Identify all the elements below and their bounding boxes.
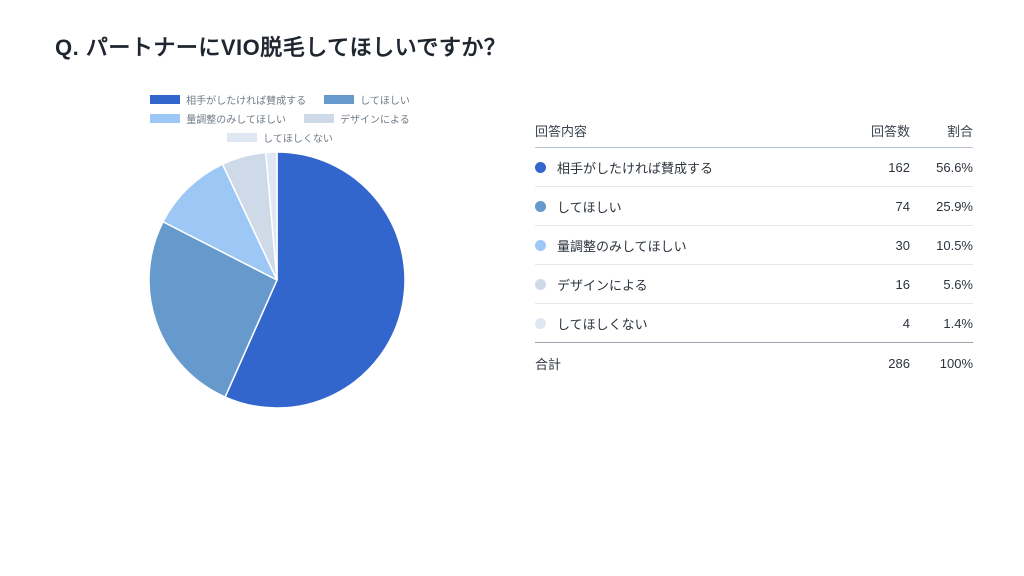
table-header-row: 回答内容 回答数 割合	[535, 113, 973, 148]
page-title: Q. パートナーにVIO脱毛してほしいですか？	[55, 35, 507, 60]
row-label: 相手がしたければ賛成する	[557, 160, 714, 176]
legend-swatch-icon	[227, 133, 258, 142]
row-count: 74	[895, 198, 910, 214]
legend-label: 相手がしたければ賛成する	[186, 96, 307, 107]
row-percent: 56.6%	[936, 159, 973, 175]
legend-item-0: 相手がしたければ賛成する	[150, 92, 306, 107]
category-color-dot-icon	[535, 317, 546, 329]
row-label-cell: 相手がしたければ賛成する	[535, 158, 840, 177]
pie-chart	[146, 149, 408, 411]
legend-label: してほしい	[360, 96, 410, 107]
row-label: 量調整のみしてほしい	[557, 238, 687, 254]
table-row: してほしくない 4 1.4%	[535, 304, 973, 343]
row-label-cell: してほしい	[535, 197, 840, 216]
header-percentage: 割合	[946, 123, 973, 139]
pie-legend: 相手がしたければ賛成する してほしい量調整のみしてほしい デザインによる してほしくな…	[130, 92, 430, 145]
pie-slice-4	[265, 151, 278, 281]
legend-swatch-icon	[150, 95, 181, 104]
row-label: デザインによる	[557, 277, 648, 293]
row-label: してほしくない	[557, 316, 648, 332]
total-percent: 100%	[939, 356, 973, 371]
pie-chart-svg	[148, 151, 406, 409]
row-count: 4	[902, 315, 910, 331]
row-count: 162	[888, 159, 910, 175]
legend-swatch-icon	[304, 114, 334, 123]
row-percent: 5.6%	[943, 276, 973, 292]
table-row: デザインによる 16 5.6%	[535, 265, 973, 304]
total-count: 286	[888, 356, 910, 371]
pie-slice-2	[162, 163, 278, 281]
row-count: 30	[895, 237, 910, 253]
legend-item-3: デザインによる	[304, 111, 410, 126]
legend-label: デザインによる	[340, 115, 410, 126]
row-label-cell: デザインによる	[535, 275, 840, 294]
row-percent: 10.5%	[936, 237, 973, 253]
table-body: 相手がしたければ賛成する 162 56.6% してほしい 74 25.9% 量調整のみしてほ…	[535, 148, 973, 343]
answer-table: 回答内容 回答数 割合 相手がしたければ賛成する 162 56.6% してほしい 74 2…	[535, 113, 973, 384]
category-color-dot-icon	[535, 200, 546, 212]
row-label-cell: してほしくない	[535, 314, 840, 333]
row-percent: 25.9%	[936, 198, 973, 214]
table-row: 量調整のみしてほしい 30 10.5%	[535, 226, 973, 265]
total-label: 合計	[535, 357, 562, 372]
legend-swatch-icon	[324, 95, 355, 104]
header-answer-count: 回答数	[870, 123, 910, 139]
pie-slice-0	[224, 151, 406, 409]
legend-item-1: してほしい	[324, 92, 410, 107]
legend-label: してほしくない	[263, 134, 333, 145]
category-color-dot-icon	[535, 278, 546, 290]
table-total-row: 合計 286 100%	[535, 343, 973, 384]
pie-slice-1	[148, 221, 278, 398]
category-color-dot-icon	[535, 161, 546, 173]
category-color-dot-icon	[535, 239, 546, 251]
row-count: 16	[895, 276, 910, 292]
row-label-cell: 量調整のみしてほしい	[535, 236, 840, 255]
row-label: してほしい	[557, 199, 622, 215]
legend-item-4: してほしくない	[227, 130, 333, 145]
row-percent: 1.4%	[943, 315, 973, 331]
legend-item-2: 量調整のみしてほしい	[150, 111, 286, 126]
header-answer-content: 回答内容	[535, 123, 588, 139]
table-row: 相手がしたければ賛成する 162 56.6%	[535, 148, 973, 187]
legend-swatch-icon	[150, 114, 181, 123]
table-row: してほしい 74 25.9%	[535, 187, 973, 226]
legend-label: 量調整のみしてほしい	[186, 115, 286, 126]
